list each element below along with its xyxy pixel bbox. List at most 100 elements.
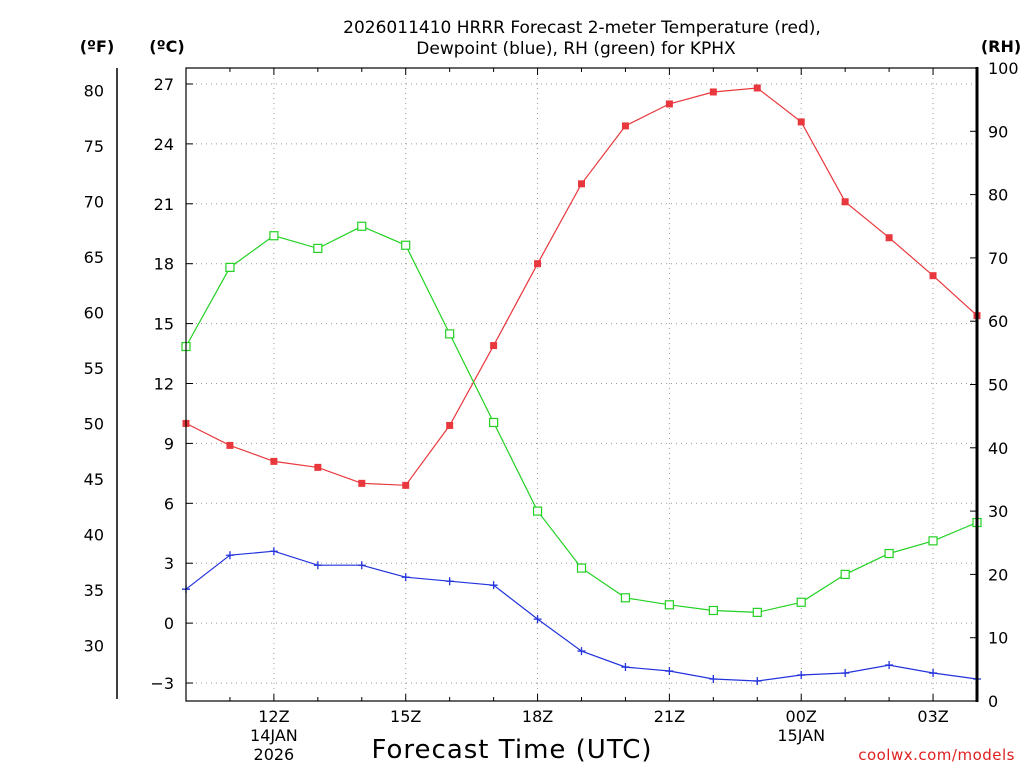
rh-tick-label: 90 bbox=[988, 122, 1008, 141]
dewpoint-point bbox=[577, 647, 586, 656]
dewpoint-point bbox=[929, 669, 938, 678]
dewpoint-point bbox=[357, 561, 366, 570]
temperature-point bbox=[578, 180, 585, 188]
rh-point bbox=[884, 548, 894, 559]
celsius-tick-label: −3 bbox=[150, 674, 174, 693]
fahrenheit-tick-label: 30 bbox=[84, 636, 104, 655]
temperature-point bbox=[226, 441, 234, 449]
rh-point bbox=[225, 262, 235, 272]
rh-unit-label: (RH) bbox=[981, 37, 1021, 56]
grid bbox=[186, 68, 977, 701]
rh-tick-label: 10 bbox=[988, 629, 1008, 648]
celsius-tick-label: 18 bbox=[154, 255, 174, 274]
axes: −3 0 3 6 9 12 15 18 21 24 27 30 35 40 45 50 55 60 65 70 75 80… bbox=[84, 59, 1019, 764]
temperature-point bbox=[797, 118, 805, 126]
x-tick-label: 15JAN bbox=[777, 726, 825, 745]
fahrenheit-tick-label: 70 bbox=[84, 193, 104, 212]
dewpoint-point bbox=[841, 669, 850, 678]
x-tick-label: 03Z bbox=[917, 707, 948, 726]
rh-point bbox=[796, 597, 806, 607]
temperature-point bbox=[446, 421, 454, 429]
temperature-point bbox=[270, 457, 278, 465]
x-tick-label: 12Z bbox=[258, 707, 289, 726]
celsius-tick-label: 21 bbox=[154, 195, 174, 214]
dewpoint-point bbox=[489, 581, 498, 590]
rh-tick-label: 20 bbox=[988, 565, 1008, 584]
rh-tick-label: 100 bbox=[988, 59, 1019, 78]
dewpoint-point bbox=[621, 663, 630, 672]
rh-line bbox=[185, 225, 978, 614]
temperature-point bbox=[885, 234, 893, 242]
dewpoint-point bbox=[225, 551, 234, 560]
x-tick-label: 21Z bbox=[654, 707, 685, 726]
x-tick-label: 18Z bbox=[522, 707, 553, 726]
dewpoint-point bbox=[753, 677, 762, 686]
celsius-tick-label: 27 bbox=[154, 75, 174, 94]
credit-text: coolwx.com/models bbox=[858, 746, 1015, 764]
celsius-tick-label: 15 bbox=[154, 315, 174, 334]
fahrenheit-tick-label: 55 bbox=[84, 359, 104, 378]
chart-title-line-1: 2026011410 HRRR Forecast 2-meter Tempera… bbox=[343, 18, 821, 38]
rh-tick-label: 60 bbox=[988, 312, 1008, 331]
dewpoint-point bbox=[445, 577, 454, 586]
temperature-point bbox=[929, 272, 937, 280]
celsius-tick-label: 6 bbox=[164, 494, 174, 513]
temperature-point bbox=[621, 122, 629, 130]
temperature-line bbox=[185, 87, 978, 486]
rh-point bbox=[269, 231, 279, 241]
rh-tick-label: 70 bbox=[988, 249, 1008, 268]
rh-tick-label: 50 bbox=[988, 376, 1008, 395]
celsius-tick-label: 9 bbox=[164, 434, 174, 453]
fahrenheit-tick-label: 35 bbox=[84, 581, 104, 600]
rh-point bbox=[313, 243, 323, 254]
temperature-point bbox=[358, 479, 366, 487]
rh-point bbox=[489, 417, 499, 428]
dewpoint-point bbox=[313, 561, 322, 570]
rh-tick-label: 0 bbox=[988, 692, 998, 711]
rh-point bbox=[840, 569, 850, 580]
celsius-unit-label: (ºC) bbox=[149, 37, 184, 56]
rh-tick-label: 30 bbox=[988, 502, 1008, 521]
plot-frame bbox=[185, 67, 978, 702]
fahrenheit-tick-label: 50 bbox=[84, 414, 104, 433]
fahrenheit-unit-label: (ºF) bbox=[80, 37, 115, 56]
rh-point bbox=[664, 600, 674, 610]
dewpoint-point bbox=[533, 615, 542, 624]
rh-point bbox=[401, 240, 411, 250]
temperature-point bbox=[709, 88, 717, 96]
x-tick-label: 15Z bbox=[390, 707, 421, 726]
rh-point bbox=[576, 563, 587, 573]
dewpoint-point bbox=[401, 573, 410, 582]
rh-point bbox=[752, 607, 762, 617]
fahrenheit-tick-label: 80 bbox=[84, 82, 104, 101]
dewpoint-point bbox=[885, 661, 894, 670]
celsius-tick-label: 24 bbox=[154, 135, 174, 154]
temperature-point bbox=[314, 463, 322, 471]
rh-point bbox=[620, 593, 631, 603]
dewpoint-point bbox=[709, 675, 718, 684]
temperature-point bbox=[402, 481, 410, 489]
rh-point bbox=[708, 605, 718, 616]
celsius-tick-label: 3 bbox=[164, 554, 174, 573]
fahrenheit-tick-label: 60 bbox=[84, 304, 104, 323]
rh-point bbox=[532, 506, 543, 516]
fahrenheit-tick-label: 45 bbox=[84, 470, 104, 489]
temperature-point bbox=[490, 342, 498, 350]
temperature-point bbox=[665, 100, 673, 108]
rh-point bbox=[445, 329, 455, 339]
x-axis-label: Forecast Time (UTC) bbox=[371, 735, 652, 765]
fahrenheit-tick-label: 65 bbox=[84, 248, 104, 267]
dewpoint-point bbox=[797, 671, 806, 680]
x-tick-label: 14JAN bbox=[250, 726, 298, 745]
rh-point bbox=[928, 536, 938, 546]
series-group bbox=[181, 84, 982, 686]
dewpoint-point bbox=[269, 547, 278, 556]
rh-tick-label: 40 bbox=[988, 439, 1008, 458]
rh-point bbox=[357, 221, 367, 231]
x-tick-label: 2026 bbox=[254, 745, 295, 764]
fahrenheit-tick-label: 40 bbox=[84, 525, 104, 544]
rh-tick-label: 80 bbox=[988, 186, 1008, 205]
celsius-tick-label: 12 bbox=[154, 375, 174, 394]
temperature-point bbox=[753, 84, 761, 92]
